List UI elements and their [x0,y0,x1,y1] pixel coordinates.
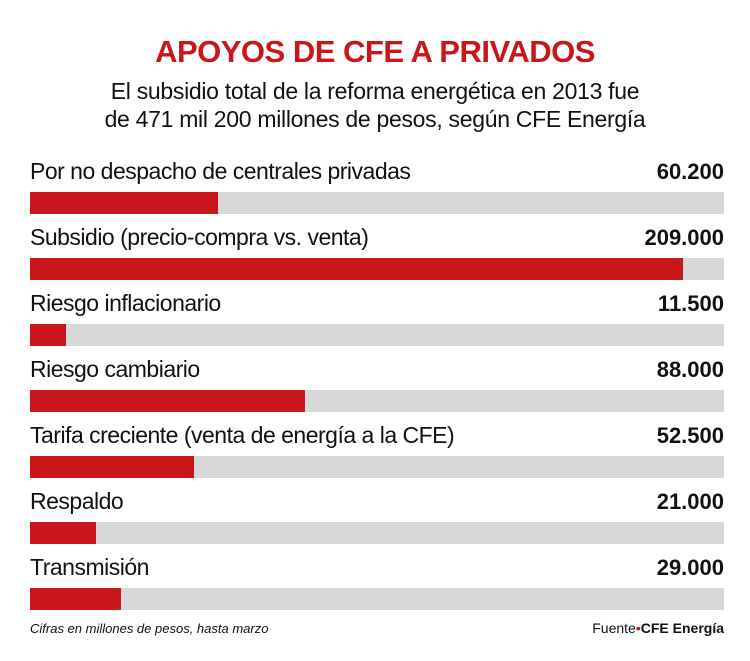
category-label: Tarifa creciente (venta de energía a la … [30,422,455,448]
category-label: Riesgo inflacionario [30,290,221,316]
bar-track [30,324,724,346]
category-label: Respaldo [30,488,124,514]
bar [30,522,96,544]
bar-track [30,456,724,478]
value-label: 52.500 [656,423,724,448]
bullet-icon: • [635,620,641,636]
subtitle-line-1: El subsidio total de la reforma energéti… [110,78,640,104]
category-label: Transmisión [30,554,149,580]
bar [30,324,66,346]
value-label: 11.500 [657,291,724,316]
category-label: Riesgo cambiario [30,356,200,382]
bar-track [30,192,724,214]
value-label: 29.000 [656,555,724,580]
bar [30,390,306,412]
value-label: 60.200 [656,159,724,184]
bar [30,456,195,478]
source-name: CFE Energía [640,620,724,636]
bar-track [30,258,724,280]
source-prefix: Fuente [592,620,636,636]
bar [30,192,219,214]
value-label: 209.000 [644,225,724,250]
category-label: Por no despacho de centrales privadas [30,158,411,184]
bar-track [30,588,724,610]
bar [30,588,121,610]
value-label: 88.000 [656,357,724,382]
bar [30,258,684,280]
subtitle-line-2: de 471 mil 200 millones de pesos, según … [104,106,646,132]
source: Fuente•CFE Energía [592,620,724,636]
value-label: 21.000 [656,489,724,514]
chart-title: APOYOS DE CFE A PRIVADOS [155,34,595,69]
bar-track [30,522,724,544]
category-label: Subsidio (precio-compra vs. venta) [30,224,369,250]
bar-track [30,390,724,412]
footnote: Cifras en millones de pesos, hasta marzo [30,621,269,636]
